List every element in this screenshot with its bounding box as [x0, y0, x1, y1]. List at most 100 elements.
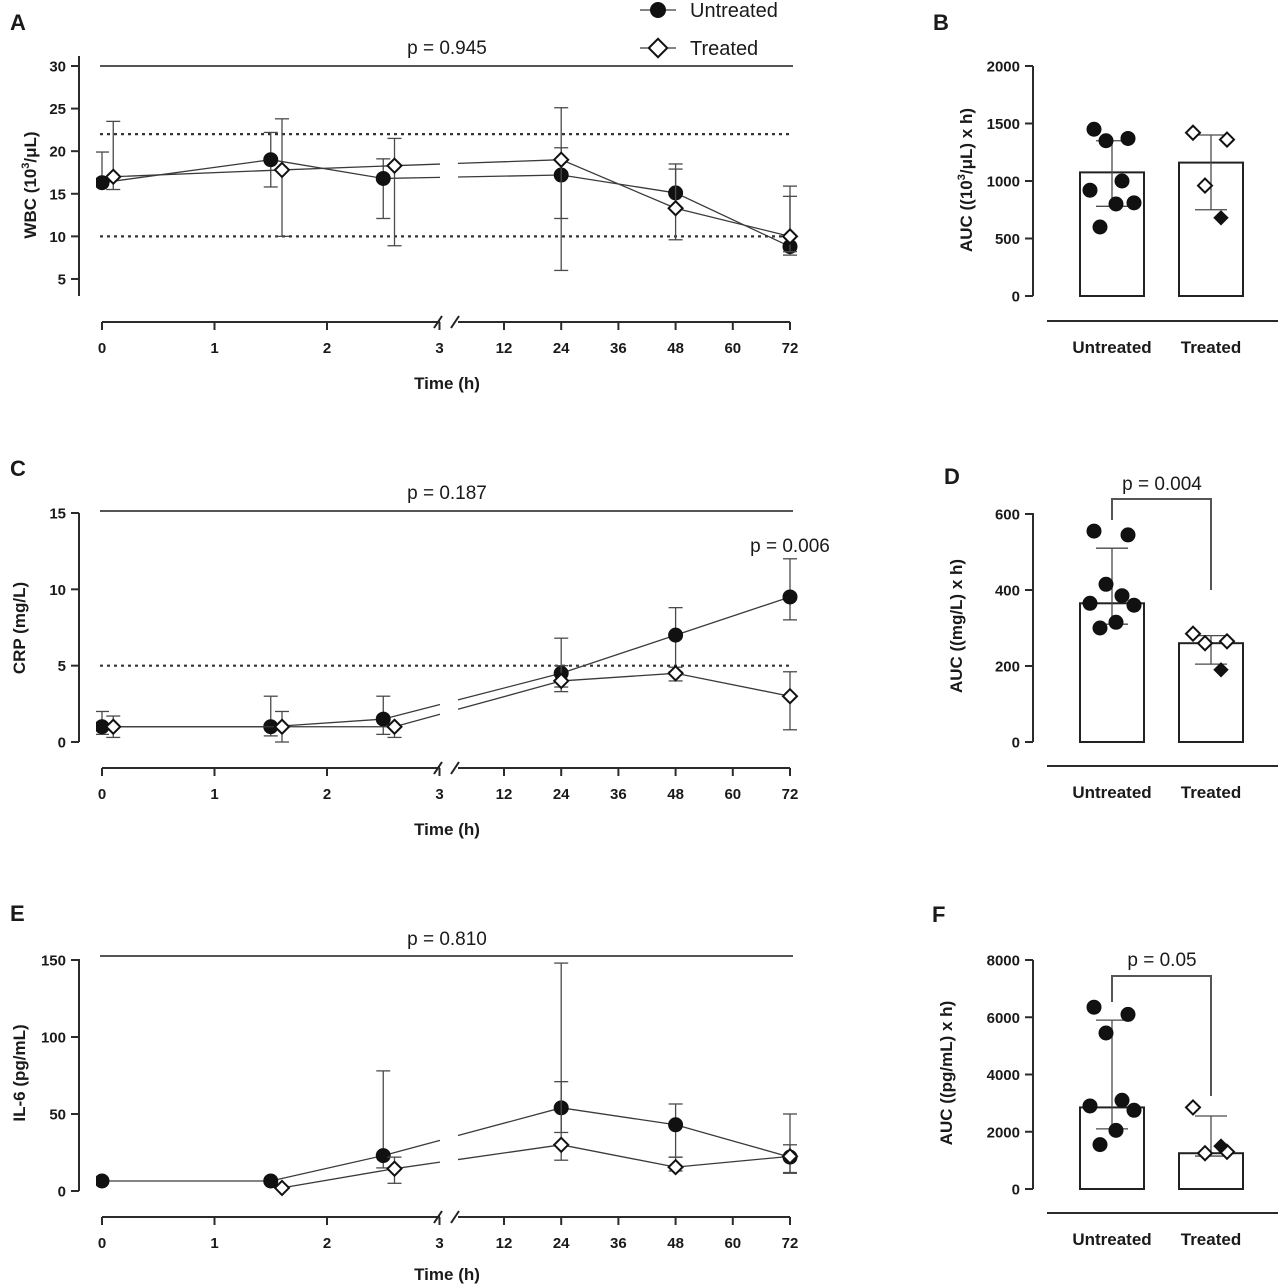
x-tick-label: 2	[323, 1235, 331, 1252]
p-value-overall: p = 0.187	[407, 483, 487, 504]
dot-untreated	[1126, 195, 1142, 211]
series-treated-line-early	[281, 1161, 441, 1189]
bars	[1079, 547, 1244, 744]
y-axis-label: WBC (103/μL)	[20, 131, 40, 238]
y-tick-label: 4000	[987, 1067, 1020, 1084]
x-tick-label: 60	[724, 786, 741, 803]
x-tick-label: 48	[667, 340, 684, 357]
x-tick-untreated: Untreated	[1072, 338, 1151, 357]
y-tick-label: 10	[49, 229, 66, 246]
series-treated-point	[552, 672, 570, 690]
series-treated-line-late	[457, 159, 791, 238]
y-axis-ticks: 5 10 15 20 25 30	[49, 59, 79, 288]
data-points	[1082, 999, 1236, 1162]
dot-untreated	[1098, 1025, 1114, 1041]
series-treated-point	[104, 718, 122, 736]
x-tick-label: 72	[782, 1235, 799, 1252]
x-tick-label: 48	[667, 786, 684, 803]
series-treated-point	[273, 1179, 291, 1197]
series-treated-line-late	[457, 672, 791, 710]
dot-treated	[1218, 632, 1236, 650]
p-value-72h: p = 0.006	[750, 536, 830, 557]
p-value-auc: p = 0.004	[1122, 474, 1202, 495]
y-tick-label: 600	[995, 507, 1020, 524]
y-tick-label: 15	[49, 186, 66, 203]
legend-untreated-label: Untreated	[690, 0, 778, 22]
x-tick-label: 72	[782, 340, 799, 357]
x-tick-label: 36	[610, 340, 627, 357]
series-treated-point	[552, 151, 570, 169]
y-tick-label: 0	[58, 1184, 66, 1201]
series-treated-point	[781, 687, 799, 705]
x-axis-label: Time (h)	[414, 820, 480, 839]
x-tick-label: 1	[210, 786, 218, 803]
plot-area	[96, 962, 799, 1197]
y-axis-label-tail: /μL) x h)	[957, 108, 976, 174]
dot-untreated	[1120, 1006, 1136, 1022]
x-tick-label: 3	[435, 1235, 443, 1252]
y-tick-label: 0	[1012, 289, 1020, 306]
x-tick-treated: Treated	[1181, 783, 1241, 802]
axis-break-mark	[450, 315, 460, 329]
x-tick-label: 24	[553, 1235, 570, 1252]
dot-treated	[1218, 131, 1236, 149]
y-tick-label: 500	[995, 231, 1020, 248]
y-axis-label-main: AUC ((10	[957, 180, 976, 252]
y-tick-label: 8000	[987, 953, 1020, 970]
dot-treated	[1196, 634, 1214, 652]
series-untreated-line-early	[102, 1139, 441, 1182]
y-tick-label: 100	[41, 1030, 66, 1047]
x-tick-label: 12	[496, 786, 513, 803]
y-axis-ticks: 0 50 100 150	[41, 953, 79, 1201]
panel-letter-f: F	[932, 902, 945, 927]
x-axis: 0 1 2 3 12 24 36 48 60 72	[98, 1210, 799, 1252]
dot-treated	[1213, 1138, 1229, 1154]
y-tick-label: 25	[49, 101, 66, 118]
series-treated-point	[667, 664, 685, 682]
y-tick-label: 6000	[987, 1010, 1020, 1027]
dot-untreated	[1098, 576, 1114, 592]
panel-letter-c: C	[10, 456, 26, 481]
dot-untreated	[1114, 588, 1130, 604]
dot-treated	[1196, 1144, 1214, 1162]
dot-untreated	[1126, 1102, 1142, 1118]
x-tick-label: 60	[724, 340, 741, 357]
dot-untreated	[1086, 999, 1102, 1015]
series-treated-point	[273, 718, 291, 736]
series-untreated-line-early	[101, 159, 441, 184]
series-treated-point	[386, 157, 403, 175]
p-value-overall: p = 0.945	[407, 38, 487, 59]
x-tick-label: 24	[553, 340, 570, 357]
y-axis-ticks: 0 200 400 600	[995, 507, 1033, 752]
x-tick-label: 36	[610, 786, 627, 803]
panel-letter-a: A	[10, 10, 26, 35]
plot-area	[96, 558, 799, 743]
panel-letter-e: E	[10, 901, 25, 926]
series-untreated-point	[782, 589, 798, 605]
series-untreated-point	[375, 170, 391, 186]
y-tick-label: 1000	[987, 174, 1020, 191]
y-tick-label: 2000	[987, 1124, 1020, 1141]
y-tick-label: 5	[58, 271, 66, 288]
dot-untreated	[1126, 597, 1142, 613]
x-tick-label: 48	[667, 1235, 684, 1252]
x-tick-untreated: Untreated	[1072, 1230, 1151, 1249]
dot-untreated	[1108, 614, 1124, 630]
dot-untreated	[1082, 182, 1098, 198]
series-treated-point	[552, 1136, 570, 1154]
series-treated-point	[781, 227, 799, 245]
dot-untreated	[1086, 121, 1102, 137]
x-tick-untreated: Untreated	[1072, 783, 1151, 802]
x-tick-label: 3	[435, 786, 443, 803]
dot-treated	[1196, 177, 1214, 195]
dot-untreated	[1098, 133, 1114, 149]
dot-untreated	[1120, 130, 1136, 146]
y-axis-label-sup: 3	[956, 174, 968, 180]
x-tick-label: 24	[553, 786, 570, 803]
legend: Untreated Treated	[640, 0, 778, 60]
data-points	[1082, 523, 1236, 678]
